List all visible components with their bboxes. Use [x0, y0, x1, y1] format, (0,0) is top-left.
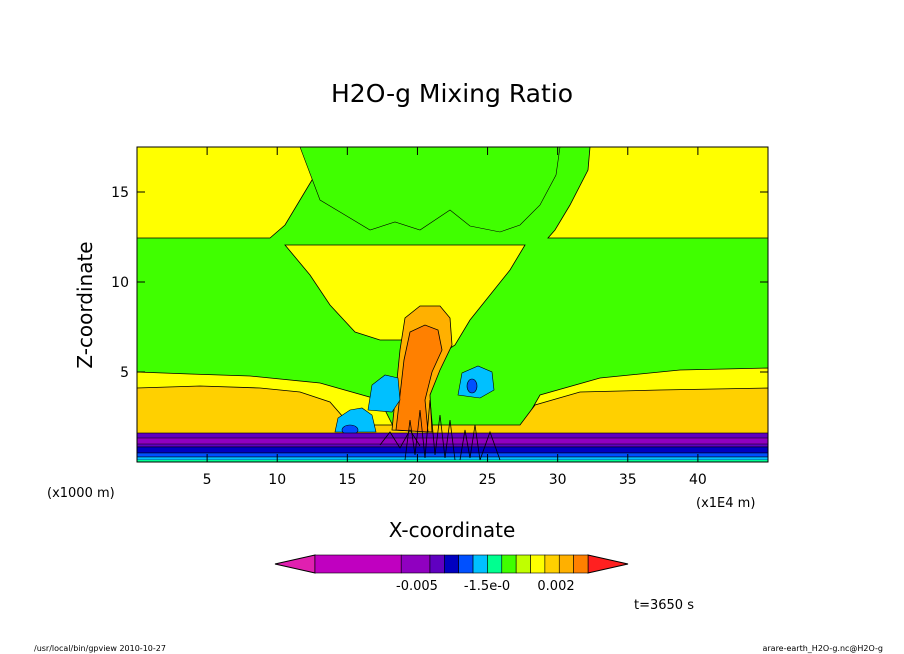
y-axis-label: Z-coordinate	[73, 241, 97, 368]
colorbar-segment	[501, 554, 517, 574]
colorbar-segment	[515, 554, 531, 574]
colorbar	[274, 554, 629, 574]
timestamp: t=3650 s	[634, 598, 694, 613]
x-unit-note: (x1E4 m)	[696, 496, 755, 511]
footer-left: /usr/local/bin/gpview 2010-10-27	[34, 644, 166, 653]
turbulence-streaks	[379, 399, 501, 461]
colorbar-tick-labels: -0.005 -1.5e-0 0.002	[396, 579, 575, 594]
y-axis: 5 10 15	[111, 185, 768, 381]
x-tick-label: 15	[338, 472, 356, 488]
colorbar-segment	[472, 554, 488, 574]
x-axis-label: X-coordinate	[389, 518, 516, 542]
x-tick-label: 5	[203, 472, 212, 488]
colorbar-tick-label: -0.005	[396, 579, 438, 594]
colorbar-segment	[444, 554, 459, 574]
y-tick-label: 5	[120, 365, 129, 381]
colorbar-segment	[429, 554, 445, 574]
colorbar-tick-label: -1.5e-0	[464, 579, 510, 594]
contour-region-blue-right	[466, 378, 478, 394]
colorbar-segment	[558, 554, 574, 574]
colorbar-extend-left	[274, 554, 316, 574]
x-tick-label: 20	[409, 472, 427, 488]
x-tick-label: 35	[619, 472, 637, 488]
x-axis: 5 10 15 20 25 30 35 40	[203, 147, 707, 488]
contour-band-seagreen	[137, 460, 768, 462]
x-tick-label: 25	[479, 472, 497, 488]
x-tick-label: 40	[689, 472, 707, 488]
contour-region-cyan-center	[367, 374, 401, 413]
colorbar-segment	[400, 554, 431, 574]
x-tick-label: 10	[268, 472, 286, 488]
colorbar-extend-right	[587, 554, 629, 574]
contour-region-low-amber	[137, 385, 768, 441]
colorbar-tick-label: 0.002	[537, 579, 574, 594]
plot-area	[137, 147, 768, 462]
footer-right: arare-earth_H2O-g.nc@H2O-g	[762, 644, 883, 653]
colorbar-segment	[487, 554, 503, 574]
chart-title: H2O-g Mixing Ratio	[331, 79, 573, 108]
x-tick-label: 30	[549, 472, 567, 488]
plot-frame	[136, 146, 769, 463]
colorbar-segment	[530, 554, 546, 574]
colorbar-segment	[314, 554, 402, 574]
y-unit-note: (x1000 m)	[47, 486, 115, 501]
contour-region-plume-inner	[395, 324, 443, 433]
y-tick-label: 10	[111, 275, 129, 291]
contour-band-cyan	[137, 456, 768, 461]
colorbar-segment	[573, 554, 589, 574]
y-tick-label: 15	[111, 185, 129, 201]
contour-region-upper-center	[299, 147, 561, 233]
contour-region-upper-right	[547, 147, 768, 239]
colorbar-segment	[544, 554, 560, 574]
colorbar-segment	[458, 554, 474, 574]
contour-band-lightblue	[137, 452, 768, 458]
contour-band-blue	[137, 446, 768, 454]
